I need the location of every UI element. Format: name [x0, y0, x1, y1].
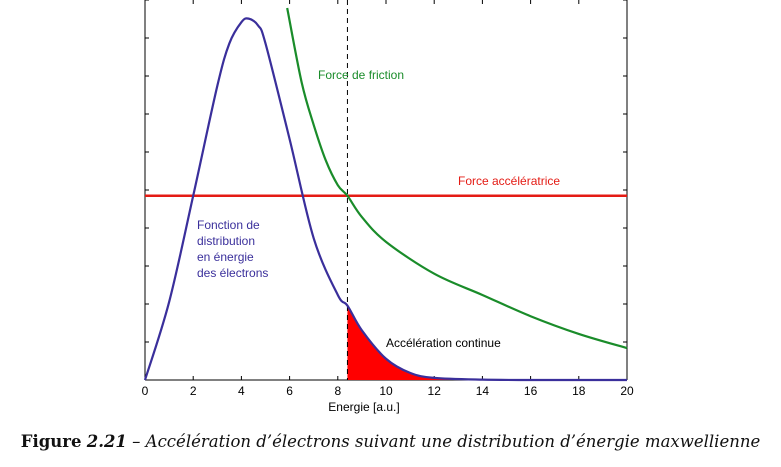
caption-text: – Accélération d’électrons suivant une d…: [132, 432, 761, 451]
x-tick-label: 10: [379, 384, 393, 398]
distribution-label-line: distribution: [197, 234, 255, 248]
x-tick-label: 14: [476, 384, 490, 398]
x-tick-label: 16: [524, 384, 538, 398]
x-tick-label: 8: [334, 384, 341, 398]
x-tick-label: 20: [620, 384, 634, 398]
x-tick-label: 18: [572, 384, 586, 398]
caption-label: Figure: [20, 432, 82, 451]
figure-plot: 0 2 4 6 8 10 12 14 16 18 20 Energie [a.u.] Force de …: [142, 0, 634, 414]
distribution-curve: [143, 17, 628, 382]
acceleration-force-label: Force accélératrice: [458, 174, 560, 188]
x-tick-label: 12: [428, 384, 442, 398]
x-tick-label: 6: [286, 384, 293, 398]
friction-label: Force de friction: [318, 68, 404, 82]
caption-number: 2.21: [86, 432, 127, 451]
x-tick-label: 2: [190, 384, 197, 398]
x-axis-label: Energie [a.u.]: [328, 400, 399, 414]
x-tick-label: 0: [142, 384, 149, 398]
acceleration-region-fill: [347, 305, 627, 381]
continuous-acceleration-label: Accélération continue: [386, 336, 501, 350]
distribution-label-line: des électrons: [197, 266, 268, 280]
distribution-label-line: en énergie: [197, 250, 254, 264]
figure-caption: Figure 2.21 – Accélération d’électrons s…: [0, 432, 781, 451]
friction-force-curve: [286, 7, 628, 350]
x-tick-label: 4: [238, 384, 245, 398]
distribution-label-line: Fonction de: [197, 218, 260, 232]
